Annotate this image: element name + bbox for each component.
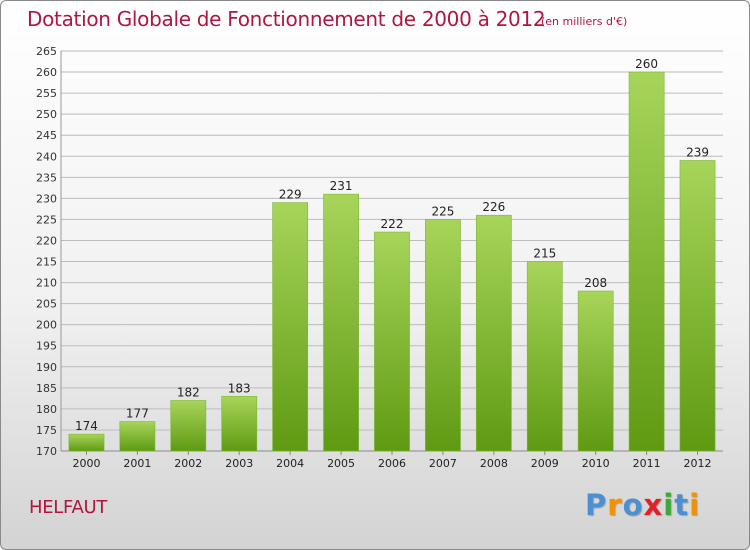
data-label-2012: 239 [686, 145, 709, 159]
y-tick-label: 195 [36, 340, 57, 353]
y-tick-label: 245 [36, 129, 57, 142]
bar-2008 [475, 214, 512, 452]
data-label-2001: 177 [126, 407, 149, 421]
x-tick-label-2004: 2004 [276, 457, 304, 470]
bar-2002 [170, 400, 207, 452]
data-label-2005: 231 [330, 179, 353, 193]
bars [68, 71, 716, 452]
y-tick-label: 235 [36, 171, 57, 184]
data-label-2000: 174 [75, 419, 98, 433]
bar-2001 [119, 421, 156, 452]
y-tick-label: 210 [36, 277, 57, 290]
y-tick-label: 260 [36, 66, 57, 79]
chart-subtitle: (en milliers d'€) [541, 15, 628, 28]
y-tick-label: 205 [36, 298, 57, 311]
proxiti-logo: Proxiti [585, 488, 700, 522]
data-label-2010: 208 [584, 276, 607, 290]
data-label-2006: 222 [381, 217, 404, 231]
y-tick-label: 200 [36, 319, 57, 332]
bar-2003 [221, 395, 258, 452]
y-tick-label: 240 [36, 150, 57, 163]
bar-2005 [323, 193, 359, 452]
y-axis-ticks: 170 175 180 185 190 195 200 205 210 215 220 225 230 2… [36, 45, 57, 458]
y-tick-label: 175 [36, 424, 57, 437]
bar-2000 [68, 433, 105, 452]
y-tick-label: 250 [36, 108, 57, 121]
x-tick-label-2012: 2012 [684, 457, 712, 470]
y-tick-label: 255 [36, 87, 57, 100]
x-axis-ticks: 2000 2001 2002 2003 2004 2005 2006 2007 2008 2009… [72, 451, 712, 470]
logo-letter: r [607, 488, 623, 522]
x-tick-label-2011: 2011 [633, 457, 661, 470]
bar-2009 [526, 261, 563, 452]
data-label-2007: 225 [431, 204, 454, 218]
logo-letter: o [622, 488, 644, 522]
x-tick-label-2010: 2010 [582, 457, 610, 470]
x-tick-label-2007: 2007 [429, 457, 457, 470]
x-tick-label-2001: 2001 [123, 457, 151, 470]
y-tick-label: 215 [36, 256, 57, 269]
x-tick-label-2005: 2005 [327, 457, 355, 470]
x-tick-label-2009: 2009 [531, 457, 559, 470]
bar-2004 [272, 202, 309, 452]
chart-title: Dotation Globale de Fonctionnement de 20… [27, 7, 546, 31]
data-labels: 174 177 182 183 229 231 222 225 226 215 208 260 239 [75, 57, 709, 433]
x-tick-label-2003: 2003 [225, 457, 253, 470]
bar-2006 [374, 231, 410, 452]
y-tick-label: 265 [36, 45, 57, 58]
place-name: HELFAUT [29, 497, 108, 518]
bar-2010 [577, 290, 614, 452]
x-tick-label-2008: 2008 [480, 457, 508, 470]
logo-letter: i [663, 488, 675, 522]
data-label-2011: 260 [635, 57, 658, 71]
y-tick-label: 185 [36, 382, 57, 395]
y-tick-label: 220 [36, 234, 57, 247]
bar-2012 [679, 160, 716, 452]
logo-letter: i [689, 488, 701, 522]
data-label-2008: 226 [482, 200, 505, 214]
logo-letter: x [643, 488, 664, 522]
bar-2007 [425, 219, 461, 452]
data-label-2002: 182 [177, 385, 200, 399]
x-tick-label-2000: 2000 [72, 457, 100, 470]
y-tick-label: 190 [36, 361, 57, 374]
data-label-2003: 183 [228, 381, 251, 395]
logo-letter: P [585, 488, 608, 522]
x-tick-label-2006: 2006 [378, 457, 406, 470]
logo-letter: t [674, 488, 690, 522]
y-tick-label: 170 [36, 445, 57, 458]
bar-2011 [628, 71, 665, 452]
x-tick-label-2002: 2002 [174, 457, 202, 470]
y-tick-label: 225 [36, 213, 57, 226]
y-tick-label: 230 [36, 192, 57, 205]
y-tick-label: 180 [36, 403, 57, 416]
data-label-2009: 215 [533, 247, 556, 261]
data-label-2004: 229 [279, 188, 302, 202]
